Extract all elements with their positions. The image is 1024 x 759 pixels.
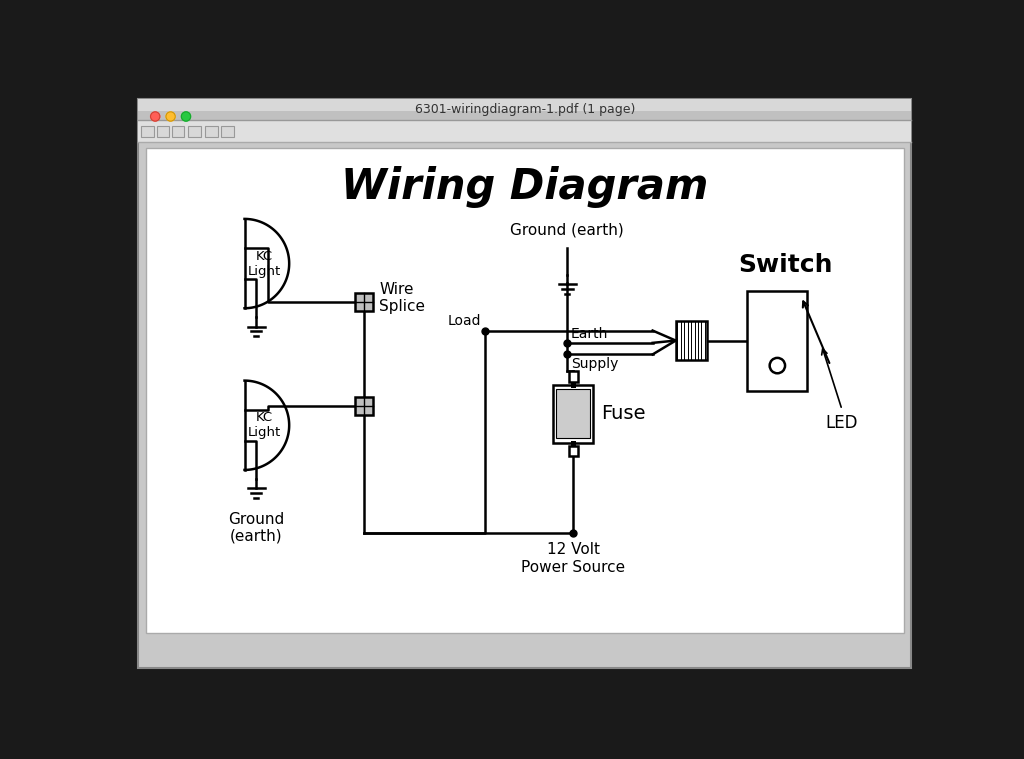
- Text: KC
Light: KC Light: [248, 411, 282, 439]
- Circle shape: [181, 112, 190, 121]
- Text: LED: LED: [825, 414, 858, 432]
- Bar: [354, 397, 373, 415]
- Bar: [354, 293, 373, 311]
- Bar: [157, 126, 169, 137]
- Bar: [553, 385, 593, 442]
- Bar: [556, 389, 590, 438]
- Text: KC
Light: KC Light: [248, 250, 282, 278]
- Text: Earth: Earth: [571, 326, 608, 341]
- Bar: [172, 126, 184, 137]
- Bar: [748, 291, 807, 391]
- Text: 6301-wiringdiagram-1.pdf (1 page): 6301-wiringdiagram-1.pdf (1 page): [415, 103, 635, 116]
- Text: Switch: Switch: [738, 253, 833, 276]
- Text: 12 Volt
Power Source: 12 Volt Power Source: [521, 542, 626, 575]
- Circle shape: [166, 112, 175, 121]
- Text: Wiring Diagram: Wiring Diagram: [341, 165, 709, 207]
- Text: Ground (earth): Ground (earth): [510, 222, 624, 238]
- Bar: [188, 126, 201, 137]
- Text: Fuse: Fuse: [601, 405, 645, 424]
- Bar: [138, 99, 911, 121]
- Bar: [676, 321, 707, 360]
- Text: Supply: Supply: [571, 357, 618, 370]
- Circle shape: [151, 112, 160, 121]
- Bar: [141, 126, 154, 137]
- Text: Load: Load: [447, 314, 481, 328]
- Bar: [205, 126, 217, 137]
- Bar: [138, 99, 911, 111]
- Bar: [138, 121, 911, 142]
- Text: Wire
Splice: Wire Splice: [379, 282, 425, 314]
- Circle shape: [770, 358, 785, 373]
- Bar: [221, 126, 233, 137]
- Text: Ground
(earth): Ground (earth): [228, 512, 285, 544]
- Bar: [568, 446, 578, 456]
- Bar: [146, 148, 903, 633]
- Bar: [568, 371, 578, 382]
